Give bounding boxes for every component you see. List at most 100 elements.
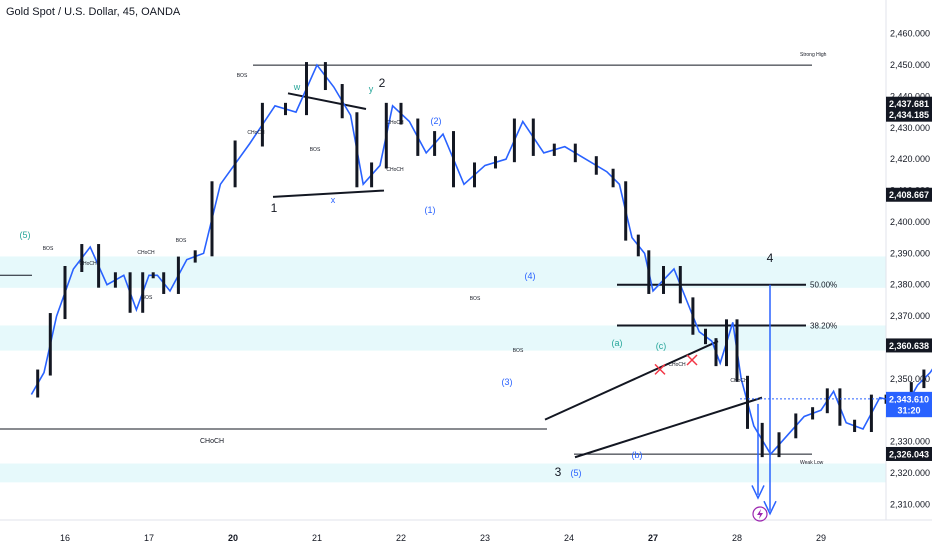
y-tick-label: 2,440.000 [890, 91, 930, 101]
x-tick-label: 29 [816, 533, 826, 543]
candle [284, 102, 287, 116]
structure-tag: CHoCH [386, 167, 404, 173]
wave-label: 1 [271, 201, 278, 215]
candle [636, 234, 640, 257]
x-tick-label: 20 [228, 533, 238, 543]
structure-tag: BOS [470, 296, 481, 302]
wave-label: (3) [502, 377, 513, 387]
price-axis-label-bg [886, 338, 932, 353]
candle [128, 272, 132, 313]
price-axis-label-bg [886, 391, 932, 406]
weak-low-label: Weak Low [800, 460, 824, 466]
fib-382-label: 38.20% [810, 321, 837, 330]
candle [735, 319, 739, 382]
price-axis-label: 2,326.043 [889, 449, 929, 459]
candle [113, 272, 117, 288]
wave-label: (1) [425, 205, 436, 215]
wave-label: (5) [571, 468, 582, 478]
price-axis-label-bg [886, 96, 932, 111]
wave-label: 3 [555, 465, 562, 479]
candle [714, 338, 718, 367]
candle [777, 432, 781, 458]
structure-tag: CHoCH [668, 362, 686, 368]
y-tick-label: 2,390.000 [890, 248, 930, 258]
supply-demand-zone [0, 325, 886, 351]
wave-label: 4 [767, 251, 774, 265]
fib-50-label: 50.00% [810, 281, 837, 290]
candle [794, 413, 798, 439]
candle [399, 102, 403, 125]
flash-icon [757, 509, 763, 519]
candle [704, 328, 707, 345]
structure-tag: CHoCH [137, 250, 155, 256]
y-tick-label: 2,350.000 [890, 374, 930, 384]
candle [760, 422, 764, 458]
triangle-upper-line [287, 92, 367, 110]
candle [323, 62, 327, 91]
structure-tag: BOS [176, 238, 187, 244]
candle [193, 250, 197, 263]
wave-label: (a) [612, 338, 623, 348]
invalidation-cross [654, 363, 666, 375]
candle [416, 118, 420, 156]
candle [512, 118, 516, 163]
candle [531, 118, 535, 156]
candle [305, 62, 308, 116]
candle [151, 272, 155, 279]
x-tick-label: 17 [144, 533, 154, 543]
y-tick-label: 2,460.000 [890, 29, 930, 39]
supply-demand-zone [0, 256, 886, 288]
wave-label: w [293, 82, 301, 92]
candle [825, 388, 829, 414]
candle [80, 244, 84, 272]
price-axis-label: 2,360.638 [889, 341, 929, 351]
candle [233, 140, 237, 188]
price-axis-label-bg [886, 187, 932, 202]
price-axis-label-bg [886, 403, 932, 418]
structure-tag: BOS [43, 246, 54, 252]
candle [63, 266, 67, 320]
candle [355, 112, 359, 188]
structure-tag: CHoCH [386, 120, 404, 126]
candle [97, 244, 101, 288]
candle [594, 156, 598, 175]
candle [473, 162, 476, 188]
x-tick-label: 27 [648, 533, 658, 543]
y-tick-label: 2,320.000 [890, 468, 930, 478]
price-axis-label: 31:20 [897, 406, 920, 416]
x-tick-label: 21 [312, 533, 322, 543]
triangle-lower-line [272, 189, 385, 198]
candle [340, 84, 344, 119]
wave-label: x [331, 195, 336, 205]
candle [573, 143, 577, 163]
candle [922, 369, 926, 389]
candle [678, 266, 682, 304]
strong-high-label: Strong High [800, 52, 827, 58]
wave-label: y [369, 84, 374, 94]
x-tick-label: 23 [480, 533, 490, 543]
price-axis-label-bg [886, 107, 932, 122]
price-axis-label: 2,437.681 [889, 99, 929, 109]
price-axis-label-bg [886, 446, 932, 461]
wave-label: (2) [431, 116, 442, 126]
y-tick-label: 2,400.000 [890, 217, 930, 227]
wedge-lower-line [574, 396, 763, 459]
wave-label: (b) [632, 450, 643, 460]
projection-arrowhead-long [763, 500, 777, 516]
x-tick-label: 22 [396, 533, 406, 543]
candle [141, 272, 145, 313]
x-tick-label: 24 [564, 533, 574, 543]
candle [433, 131, 437, 156]
candle [494, 156, 497, 169]
candle [552, 143, 556, 156]
x-tick-label: 28 [732, 533, 742, 543]
candle [384, 102, 388, 169]
price-axis-label: 2,434.185 [889, 110, 929, 120]
y-tick-label: 2,370.000 [890, 311, 930, 321]
candle [853, 419, 857, 433]
candle [162, 272, 166, 294]
y-tick-label: 2,330.000 [890, 437, 930, 447]
wave-label: (c) [656, 341, 667, 351]
